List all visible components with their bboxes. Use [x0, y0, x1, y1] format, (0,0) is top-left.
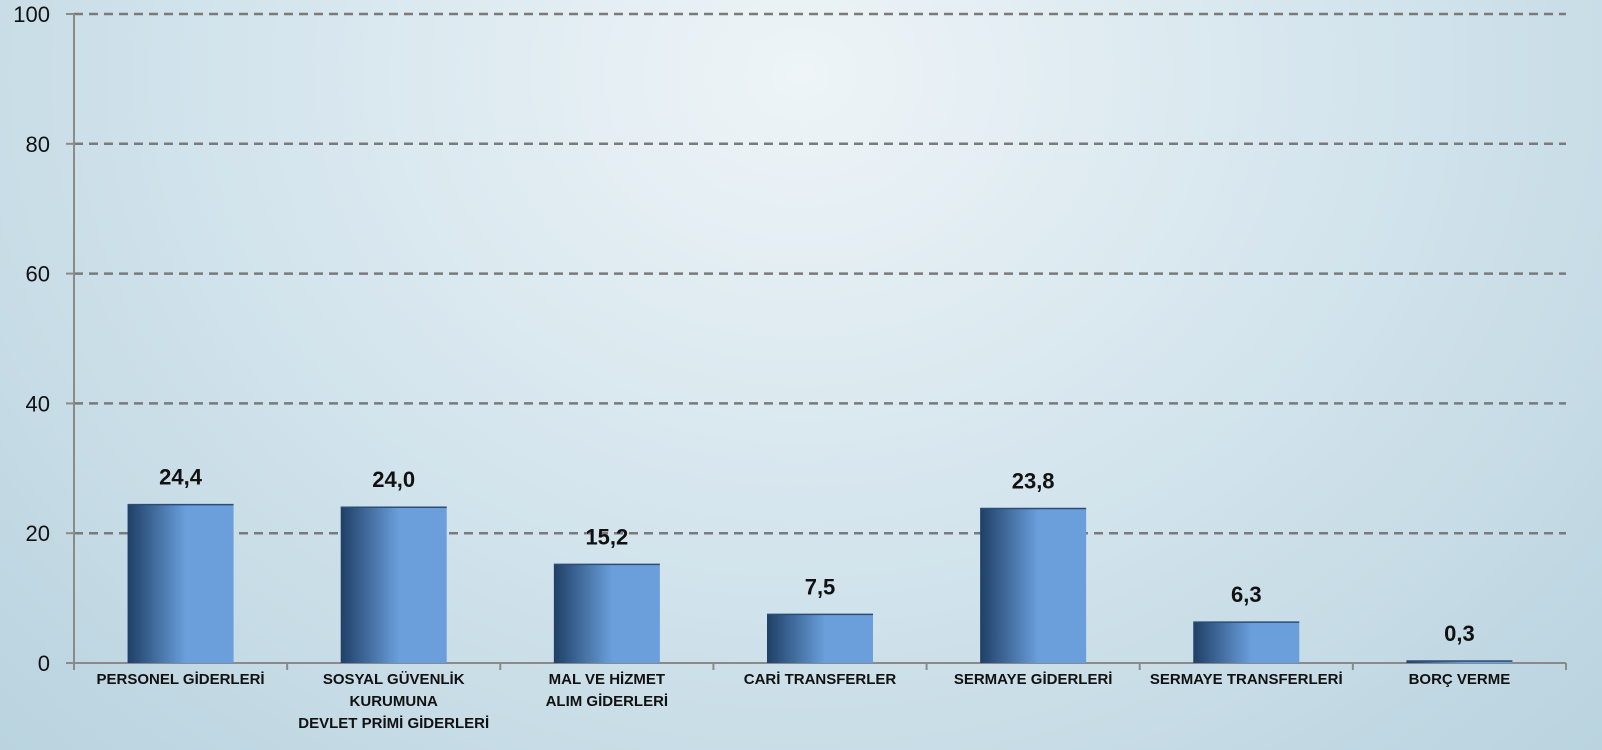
category-label-line: KURUMUNA — [350, 693, 438, 710]
bar-5 — [980, 508, 1087, 663]
bar-2 — [340, 507, 447, 663]
bar-3 — [553, 564, 660, 663]
category-label-7: BORÇ VERME — [1409, 671, 1511, 688]
category-label-5: SERMAYE GİDERLERİ — [954, 671, 1113, 688]
category-label-line: MAL VE HİZMET — [549, 671, 665, 688]
y-tick-label-60: 60 — [26, 262, 50, 287]
category-label-line: PERSONEL GİDERLERİ — [97, 671, 265, 688]
category-label-line: SERMAYE TRANSFERLERİ — [1150, 671, 1343, 688]
category-label-line: ALIM GİDERLERİ — [546, 693, 669, 710]
category-label-3: MAL VE HİZMET ALIM GİDERLERİ — [546, 671, 669, 710]
y-tick-label-100: 100 — [13, 2, 50, 27]
category-label-line: CARİ TRANSFERLER — [744, 671, 897, 688]
category-label-line: SOSYAL GÜVENLİK — [323, 671, 465, 688]
bar-layer — [127, 503, 1513, 663]
category-label-1: PERSONEL GİDERLERİ — [97, 671, 265, 688]
y-tick-label-0: 0 — [38, 651, 50, 676]
value-label-6: 6,3 — [1231, 582, 1262, 607]
value-label-2: 24,0 — [372, 467, 415, 492]
category-label-line: SERMAYE GİDERLERİ — [954, 671, 1113, 688]
bar-1 — [127, 504, 234, 663]
bar-6 — [1193, 622, 1300, 663]
category-label-2: SOSYAL GÜVENLİK KURUMUNA DEVLET PRİMİ GİDE… — [298, 671, 489, 732]
bar-7 — [1406, 661, 1513, 663]
value-label-7: 0,3 — [1444, 621, 1475, 646]
grid-layer — [74, 12, 1566, 535]
y-tick-label-20: 20 — [26, 521, 50, 546]
category-label-6: SERMAYE TRANSFERLERİ — [1150, 671, 1343, 688]
y-tick-label-80: 80 — [26, 132, 50, 157]
y-tick-label-40: 40 — [26, 391, 50, 416]
value-label-4: 7,5 — [805, 574, 836, 599]
axis-layer — [66, 13, 1567, 670]
value-label-1: 24,4 — [159, 465, 203, 490]
label-layer: 0 20 40 60 80 100 24,4 PERSONEL GİDERLERİ 24,0 SO… — [13, 2, 1510, 732]
value-label-5: 23,8 — [1012, 469, 1055, 494]
category-label-4: CARİ TRANSFERLER — [744, 671, 897, 688]
bar-4 — [767, 614, 873, 663]
category-label-line: DEVLET PRİMİ GİDERLERİ — [298, 715, 489, 732]
category-label-line: BORÇ VERME — [1409, 671, 1511, 688]
value-label-3: 15,2 — [585, 524, 628, 549]
